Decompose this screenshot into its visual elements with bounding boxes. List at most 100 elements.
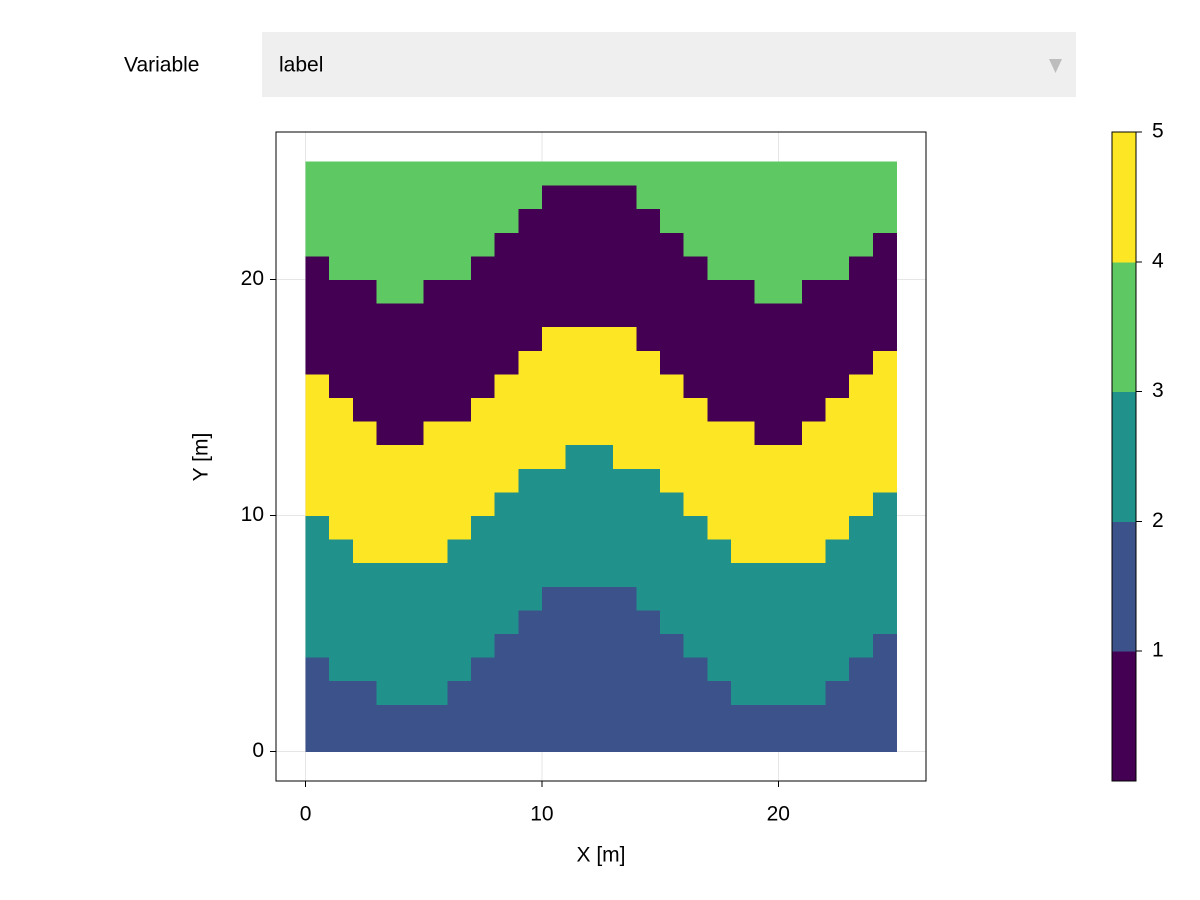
dropdown[interactable]: label	[262, 32, 1076, 97]
heatmap-cell	[541, 326, 567, 351]
heatmap-cell	[589, 255, 614, 280]
heatmap-cell	[872, 255, 897, 280]
heatmap-cell	[849, 279, 874, 304]
heatmap-cell	[400, 680, 425, 705]
heatmap-cell	[565, 515, 590, 540]
heatmap-cell	[352, 373, 377, 398]
heatmap-cell	[636, 562, 661, 587]
heatmap-cell	[305, 208, 330, 233]
heatmap-cell	[518, 491, 543, 516]
heatmap-cell	[305, 515, 330, 540]
heatmap-cell	[778, 279, 803, 304]
heatmap-cell	[589, 657, 614, 682]
heatmap-cell	[612, 326, 637, 351]
heatmap-cell	[541, 397, 567, 422]
heatmap-cell	[872, 373, 897, 398]
heatmap-cell	[565, 680, 590, 705]
heatmap-cell	[494, 704, 519, 729]
colorbar-tick-label: 2	[1152, 509, 1164, 532]
heatmap-cell	[423, 373, 448, 398]
heatmap-cell	[731, 491, 756, 516]
heatmap-cell	[329, 185, 354, 210]
heatmap-cell	[518, 185, 543, 210]
heatmap-cell	[707, 232, 732, 257]
heatmap-cell	[565, 232, 590, 257]
heatmap-cell	[589, 373, 614, 398]
heatmap-cell	[636, 232, 661, 257]
heatmap-cell	[423, 609, 448, 634]
heatmap-cell	[707, 421, 732, 446]
heatmap-cell	[352, 515, 377, 540]
heatmap-cell	[376, 279, 401, 304]
heatmap-cell	[636, 326, 661, 351]
heatmap-cell	[707, 680, 732, 705]
heatmap-cell	[518, 444, 543, 469]
heatmap-cell	[589, 185, 614, 210]
dropdown-value[interactable]: label	[279, 54, 323, 77]
heatmap-cell	[660, 232, 685, 257]
heatmap-cell	[778, 255, 803, 280]
heatmap-cell	[683, 539, 708, 564]
heatmap-cell	[825, 680, 850, 705]
heatmap-cell	[305, 279, 330, 304]
heatmap-cell	[447, 562, 472, 587]
heatmap-cell	[731, 680, 756, 705]
heatmap-cell	[305, 539, 330, 564]
heatmap-cell	[612, 421, 637, 446]
heatmap-cell	[518, 255, 543, 280]
heatmap-cell	[801, 586, 827, 611]
heatmap-cell	[636, 680, 661, 705]
heatmap-cell	[518, 421, 543, 446]
heatmap-cell	[754, 444, 779, 469]
heatmap-cell	[801, 539, 827, 564]
heatmap-cell	[423, 350, 448, 375]
heatmap-cell	[447, 468, 472, 493]
heatmap-cell	[329, 161, 354, 186]
heatmap-cell	[731, 255, 756, 280]
dropdown-box[interactable]	[262, 32, 1076, 97]
heatmap-cell	[518, 279, 543, 304]
heatmap-cell	[660, 350, 685, 375]
heatmap-cell	[400, 468, 425, 493]
heatmap-cell	[494, 491, 519, 516]
heatmap-cell	[376, 326, 401, 351]
heatmap-cell	[471, 586, 496, 611]
heatmap-cell	[423, 397, 448, 422]
heatmap-cell	[636, 727, 661, 752]
heatmap-cell	[447, 421, 472, 446]
heatmap-cell	[872, 232, 897, 257]
heatmap-cell	[518, 468, 543, 493]
heatmap-cell	[305, 586, 330, 611]
heatmap-cell	[305, 657, 330, 682]
dropdown-arrow[interactable]	[1049, 59, 1062, 73]
heatmap-cell	[778, 326, 803, 351]
heatmap-cell	[447, 633, 472, 658]
heatmap-cell	[612, 255, 637, 280]
heatmap-cell	[636, 279, 661, 304]
heatmap-cell	[707, 208, 732, 233]
heatmap-cell	[731, 468, 756, 493]
heatmap-cell	[707, 586, 732, 611]
heatmap-cell	[423, 444, 448, 469]
heatmap-cell	[872, 586, 897, 611]
heatmap-cell	[447, 279, 472, 304]
heatmap-cell	[754, 255, 779, 280]
heatmap-cell	[329, 680, 354, 705]
heatmap-cell	[589, 326, 614, 351]
heatmap-cell	[731, 539, 756, 564]
heatmap-cell	[518, 586, 543, 611]
heatmap-cell	[872, 444, 897, 469]
heatmap-cell	[565, 657, 590, 682]
heatmap-cell	[329, 515, 354, 540]
heatmap-cell	[707, 657, 732, 682]
heatmap-cell	[447, 657, 472, 682]
heatmap-cell	[400, 161, 425, 186]
heatmap-cell	[660, 185, 685, 210]
heatmap-cell	[707, 161, 732, 186]
heatmap-cell	[589, 303, 614, 328]
heatmap-cell	[423, 491, 448, 516]
heatmap-cell	[636, 185, 661, 210]
heatmap-cell	[352, 303, 377, 328]
heatmap-cell	[778, 468, 803, 493]
heatmap-cell	[423, 255, 448, 280]
